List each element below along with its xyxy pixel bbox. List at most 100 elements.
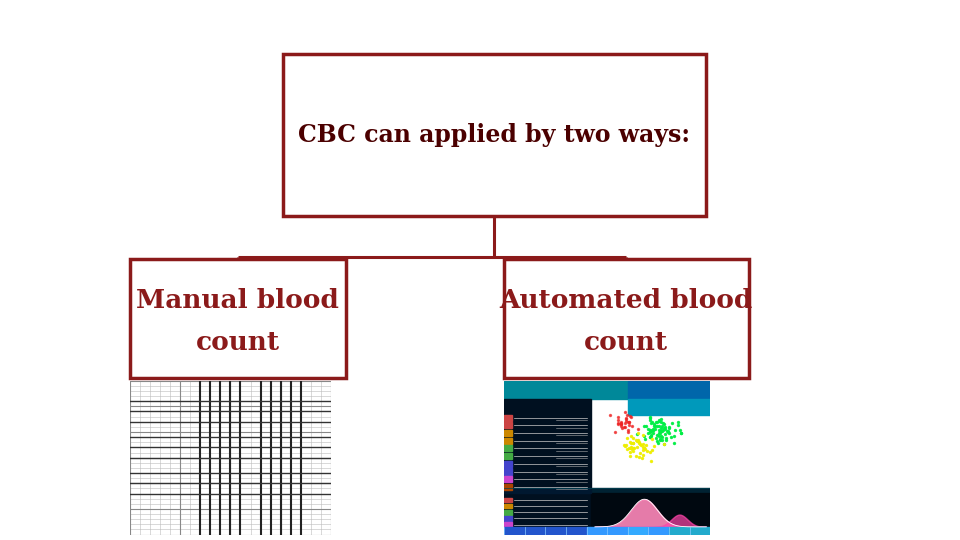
Point [643,426,659,435]
Point [650,418,665,427]
Point [664,418,680,427]
Point [626,434,641,442]
Point [618,414,634,423]
Text: Automated blood: Automated blood [500,288,753,313]
Point [617,419,633,428]
Point [657,420,672,428]
Point [619,445,635,454]
Text: Manual blood: Manual blood [136,288,339,313]
Bar [504,476,513,482]
Point [660,427,675,435]
Point [645,425,660,434]
Point [631,438,646,447]
Point [657,423,672,432]
Bar [504,489,710,493]
Point [631,436,646,444]
Point [661,423,677,432]
Point [625,439,640,448]
Point [652,426,667,435]
Bar [565,527,587,535]
Point [655,427,670,435]
Point [623,443,638,451]
Point [651,421,666,430]
Point [626,444,641,453]
Point [630,424,645,433]
Point [629,430,644,438]
FancyBboxPatch shape [504,259,749,378]
Point [617,408,633,417]
Point [630,428,645,437]
Bar [504,484,513,490]
Point [646,424,661,433]
Point [642,433,658,441]
Point [670,421,685,430]
Bar [504,422,513,428]
Point [623,432,638,441]
Point [651,429,666,437]
Point [614,424,630,433]
Point [653,427,668,436]
Bar [504,498,513,502]
Point [654,417,669,426]
Point [622,447,637,456]
Point [643,433,659,442]
Point [673,429,688,437]
Point [651,431,666,440]
Point [654,423,669,432]
Point [636,440,651,448]
Point [610,420,625,429]
Point [666,438,682,447]
Point [612,422,628,430]
Point [654,427,669,436]
Point [673,426,688,434]
Point [629,436,644,444]
Point [633,441,648,449]
Point [667,426,683,435]
Point [647,422,662,430]
Point [646,442,661,450]
Point [636,443,652,452]
Bar [689,527,710,535]
Point [611,416,626,425]
Point [670,417,685,426]
Text: count: count [196,330,279,355]
Point [636,443,652,452]
Point [656,440,671,448]
Point [642,413,658,422]
Point [658,422,673,431]
Point [618,413,634,422]
Bar [607,527,628,535]
Point [636,451,651,460]
Bar [504,415,513,421]
Bar [504,446,513,451]
Bar [545,527,565,535]
Point [627,443,642,452]
Point [617,423,633,431]
Point [638,441,654,449]
Point [619,434,635,442]
Point [656,426,671,435]
Point [635,454,650,462]
Point [623,438,638,447]
Point [644,419,660,428]
Point [649,436,664,445]
Point [655,433,670,442]
Point [611,418,626,427]
Point [639,447,655,455]
Point [642,448,658,457]
Point [629,452,644,461]
Point [656,418,671,427]
Point [621,443,636,452]
Point [623,413,638,421]
Text: count: count [585,330,668,355]
Point [621,420,636,429]
Point [640,428,656,437]
Point [652,429,667,437]
Bar [504,489,590,493]
Point [617,441,633,450]
Point [660,429,676,437]
Point [623,451,638,460]
Bar [504,504,513,509]
Point [650,421,665,430]
Bar [649,527,669,535]
